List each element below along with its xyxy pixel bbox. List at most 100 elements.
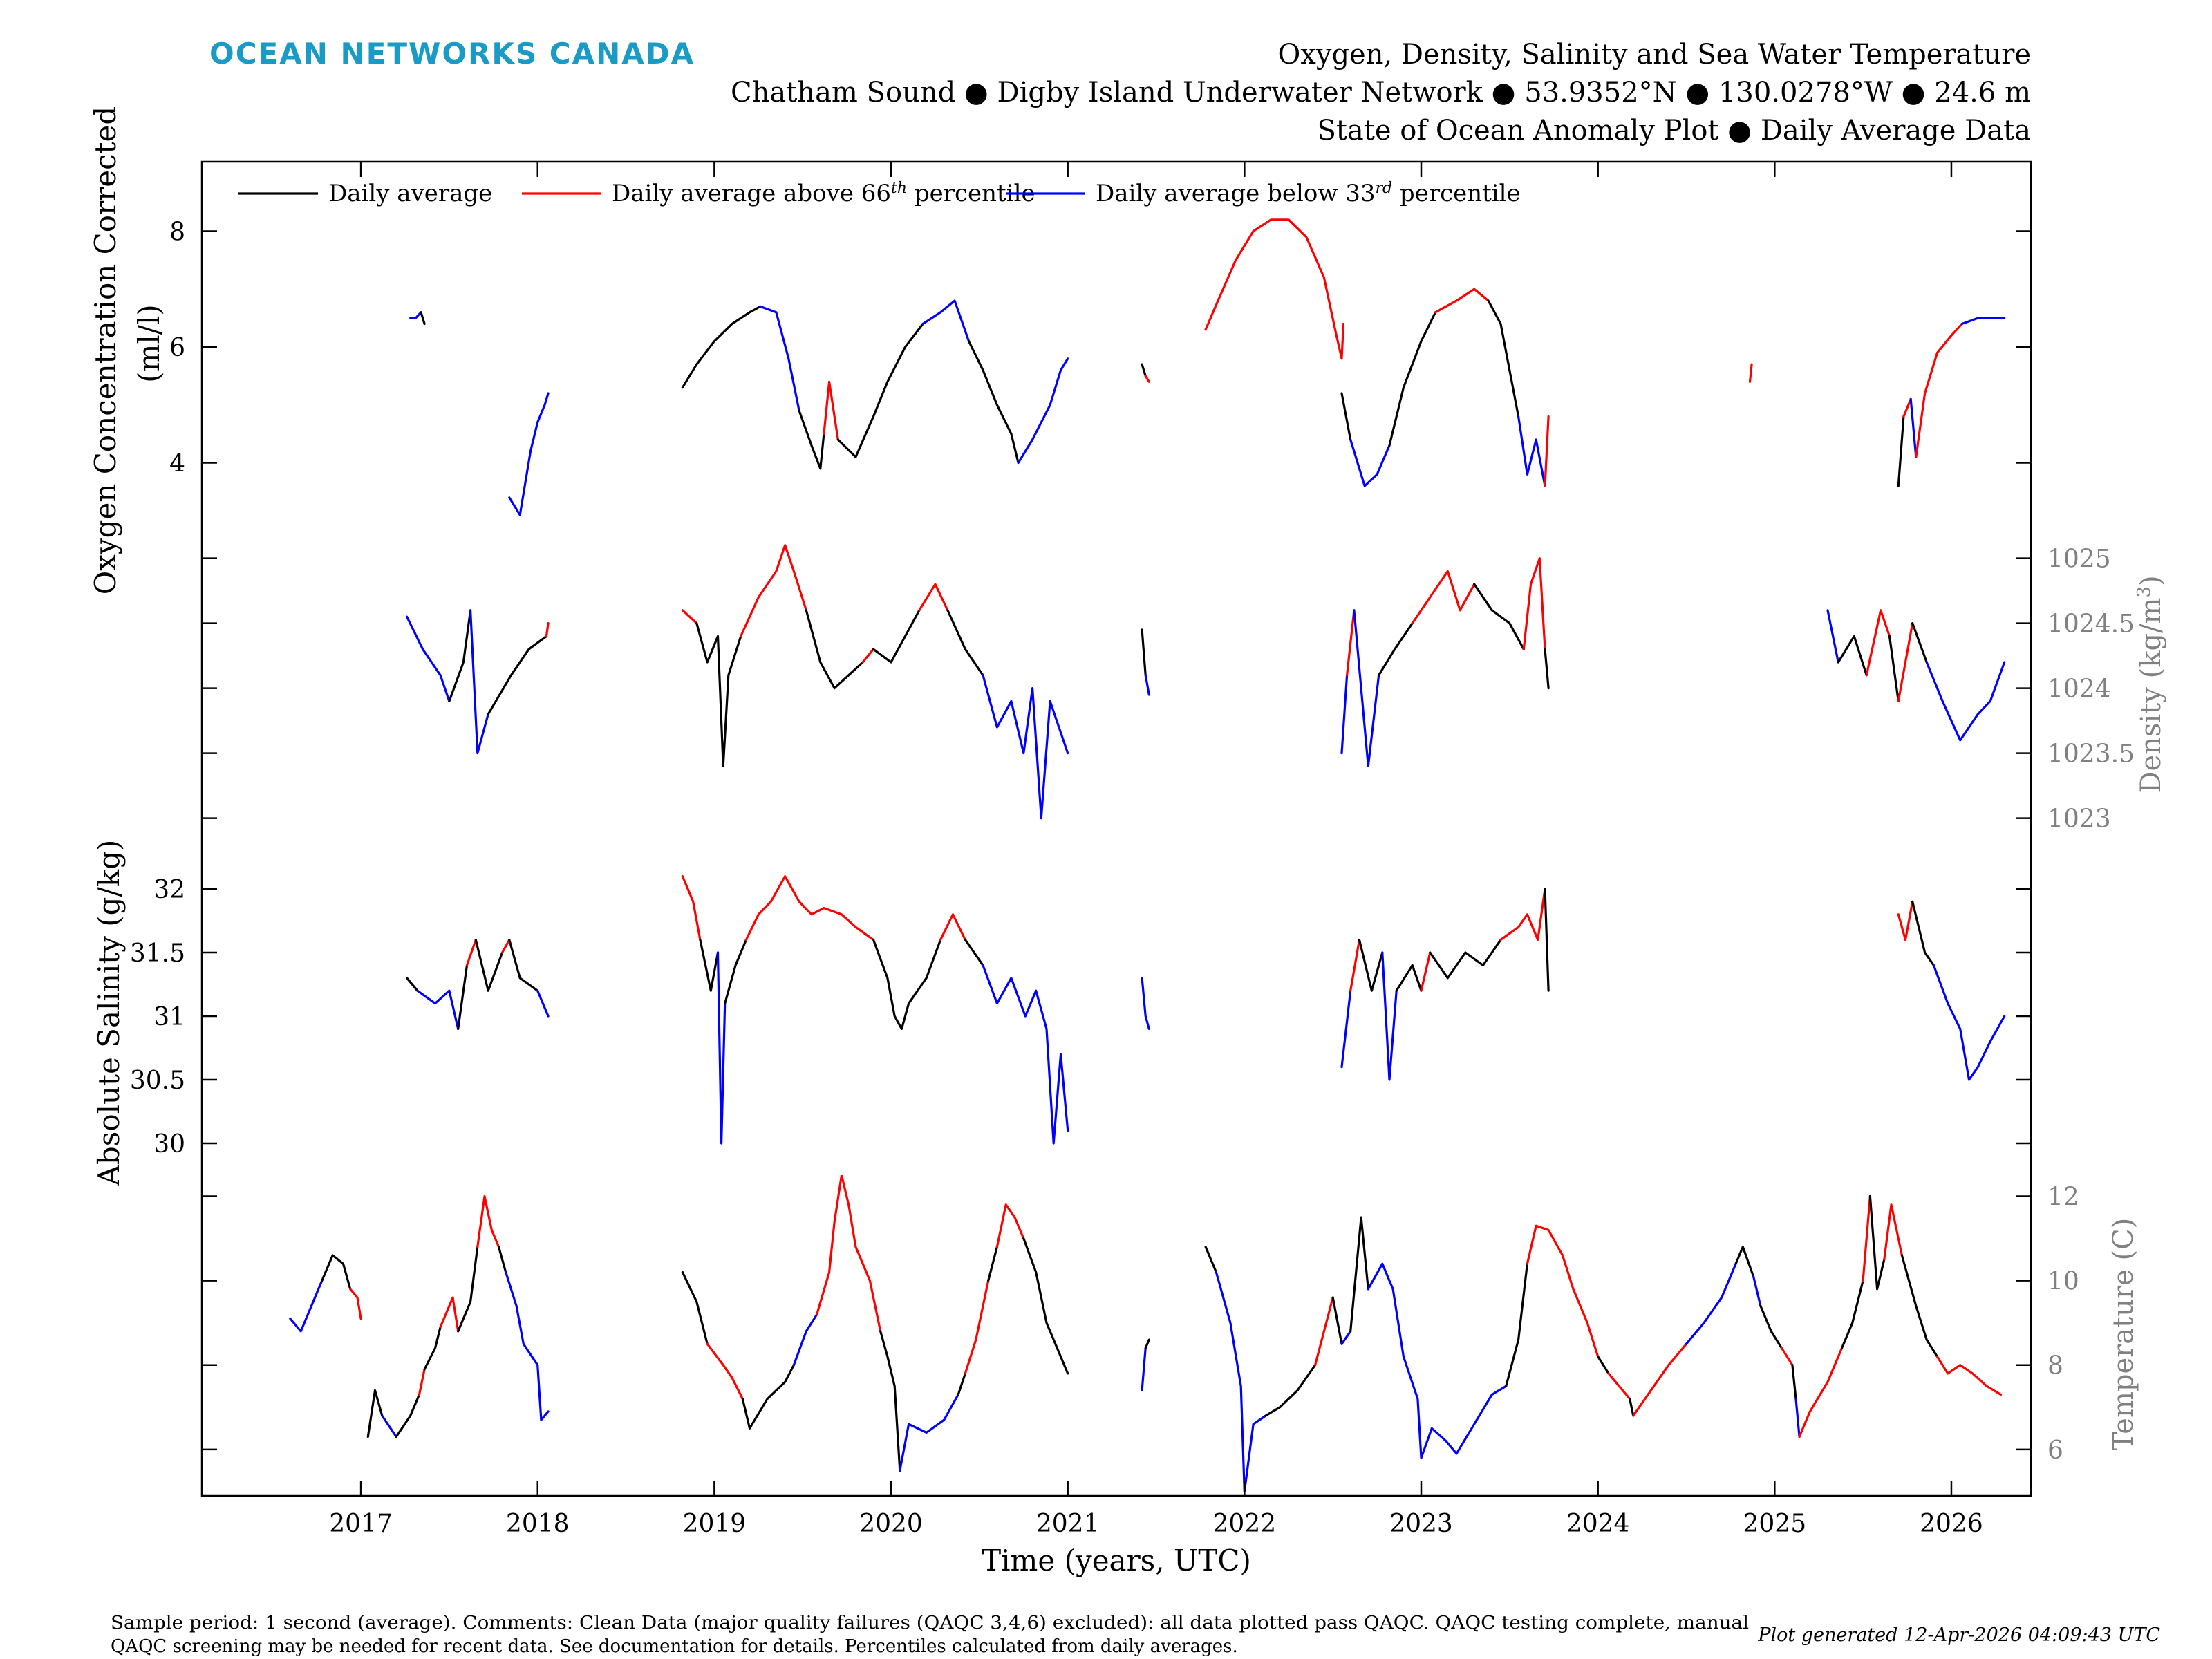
data-line-red — [1522, 556, 1546, 650]
x-tick-label: 2026 — [1920, 1510, 1983, 1538]
data-line-normal — [879, 1330, 901, 1472]
data-line-below — [469, 609, 489, 755]
data-line-below — [1141, 977, 1150, 1031]
data-line-red — [1915, 322, 1963, 458]
data-line-below — [716, 951, 727, 1145]
y-tick-label: 1024.5 — [2047, 610, 2135, 639]
data-line-normal — [405, 977, 419, 992]
data-line-below — [1826, 609, 1839, 664]
data-line-below — [1685, 1262, 1737, 1345]
data-line-normal — [474, 938, 504, 992]
data-line-normal — [395, 1393, 421, 1438]
data-line-red — [1936, 1355, 2003, 1396]
x-tick-label: 2020 — [859, 1510, 923, 1538]
data-line-below — [982, 964, 1069, 1145]
data-line-red — [1544, 415, 1550, 487]
data-line-red — [1420, 951, 1432, 992]
panel-temperature: 6 8 10 12 Temperature (C) — [202, 1175, 2139, 1493]
data-line-normal — [1395, 964, 1423, 992]
data-line-below — [405, 615, 451, 703]
data-line-red — [1313, 1296, 1334, 1367]
x-tick-label: 2019 — [683, 1510, 747, 1538]
chart-subtitle-location: Chatham Sound ● Digby Island Underwater … — [731, 77, 2031, 109]
data-line-below — [289, 1279, 324, 1333]
data-line-red — [1865, 609, 1891, 677]
data-line-normal — [487, 635, 548, 715]
data-line-red — [1632, 1342, 1688, 1417]
data-line-normal — [1629, 1397, 1635, 1417]
data-line-below — [1017, 357, 1069, 465]
data-line-normal — [1888, 635, 1900, 703]
data-line-below — [1909, 397, 1918, 458]
data-line-below — [409, 311, 422, 319]
data-line-normal — [1388, 311, 1437, 447]
data-line-normal — [695, 621, 742, 768]
x-axis-label: Time (years, UTC) — [982, 1544, 1251, 1577]
x-axis: 2017 2018 2019 2020 2021 2022 2023 2024 2025 2026 — [329, 162, 1983, 1538]
data-line-normal — [1141, 363, 1147, 377]
data-line-normal — [1791, 1364, 1797, 1400]
data-line-below — [792, 1313, 818, 1367]
data-line-below — [1141, 1347, 1147, 1392]
legend-label: Daily average — [328, 180, 492, 207]
data-line-normal — [798, 409, 825, 470]
data-line-red — [1144, 375, 1150, 383]
data-line-normal — [1473, 583, 1525, 650]
x-tick-label: 2023 — [1389, 1510, 1453, 1538]
data-line-red — [349, 1288, 362, 1320]
data-line-red — [1526, 1224, 1600, 1358]
x-tick-label: 2024 — [1566, 1510, 1630, 1538]
y-tick-label: 1024 — [2047, 675, 2111, 704]
data-line-below — [505, 1271, 550, 1421]
data-line-red — [744, 874, 875, 941]
data-line-normal — [699, 938, 720, 992]
y-axis-label-units: (ml/l) — [132, 304, 166, 383]
y-tick-label: 1025 — [2047, 545, 2111, 574]
y-tick-label: 12 — [2047, 1183, 2079, 1212]
x-tick-label: 2017 — [329, 1510, 393, 1538]
y-tick-label: 4 — [169, 450, 185, 478]
data-line-below — [1353, 609, 1380, 768]
data-line-red — [939, 913, 967, 941]
data-line-below — [921, 299, 971, 343]
y-tick-label: 30.5 — [130, 1067, 185, 1095]
legend-label: Daily average below 33rd percentile — [1096, 180, 1521, 208]
y-axis-label: Density (kg/m3) — [2134, 575, 2167, 793]
data-line-normal — [1544, 888, 1550, 992]
y-axis-label: Oxygen Concentration Corrected — [88, 106, 122, 594]
data-line-normal — [457, 1246, 479, 1333]
data-line-normal — [1900, 1254, 1939, 1358]
data-line-red — [681, 609, 698, 625]
data-line-normal — [1204, 1246, 1218, 1274]
data-line-normal — [1734, 1246, 1755, 1278]
legend-label: Daily average above 66th percentile — [612, 180, 1035, 208]
y-axis-label: Temperature (C) — [2108, 1218, 2139, 1451]
data-line-red — [1883, 1203, 1903, 1261]
data-line-below — [1752, 1275, 1762, 1307]
y-axis-label: Absolute Salinity (g/kg) — [92, 840, 126, 1187]
data-line-normal — [1144, 1338, 1150, 1349]
data-line-normal — [508, 938, 539, 992]
data-line-normal — [836, 322, 924, 458]
plot-panels: 4 6 8 Oxygen Concentration Corrected (ml/l) 1… — [88, 106, 2167, 1493]
data-line-red — [1902, 397, 1912, 418]
data-line-below — [508, 392, 550, 516]
legend: Daily average Daily average above 66th pe… — [238, 180, 1521, 208]
data-line-below — [536, 989, 550, 1018]
data-line-normal — [1022, 1237, 1069, 1375]
panel-density: 1023 1023.5 1024 1024.5 1025 Density (kg/m3) — [202, 544, 2167, 834]
data-line-normal — [872, 938, 942, 1031]
footer-comment-line2: QAQC screening may be needed for recent … — [111, 1636, 1238, 1657]
data-line-red — [1780, 1347, 1794, 1367]
data-line-below — [899, 1393, 959, 1472]
y-tick-label: 1023 — [2047, 805, 2111, 834]
chart-title: Oxygen, Density, Salinity and Sea Water … — [1278, 39, 2032, 71]
data-line-below — [1381, 951, 1398, 1081]
data-line-normal — [1377, 621, 1414, 677]
data-line-normal — [1911, 900, 1935, 967]
data-line-red — [681, 874, 702, 941]
data-line-normal — [967, 340, 1020, 465]
data-line-red — [1411, 570, 1476, 625]
data-line-below — [381, 1414, 397, 1438]
series-temperature — [289, 1175, 2003, 1493]
